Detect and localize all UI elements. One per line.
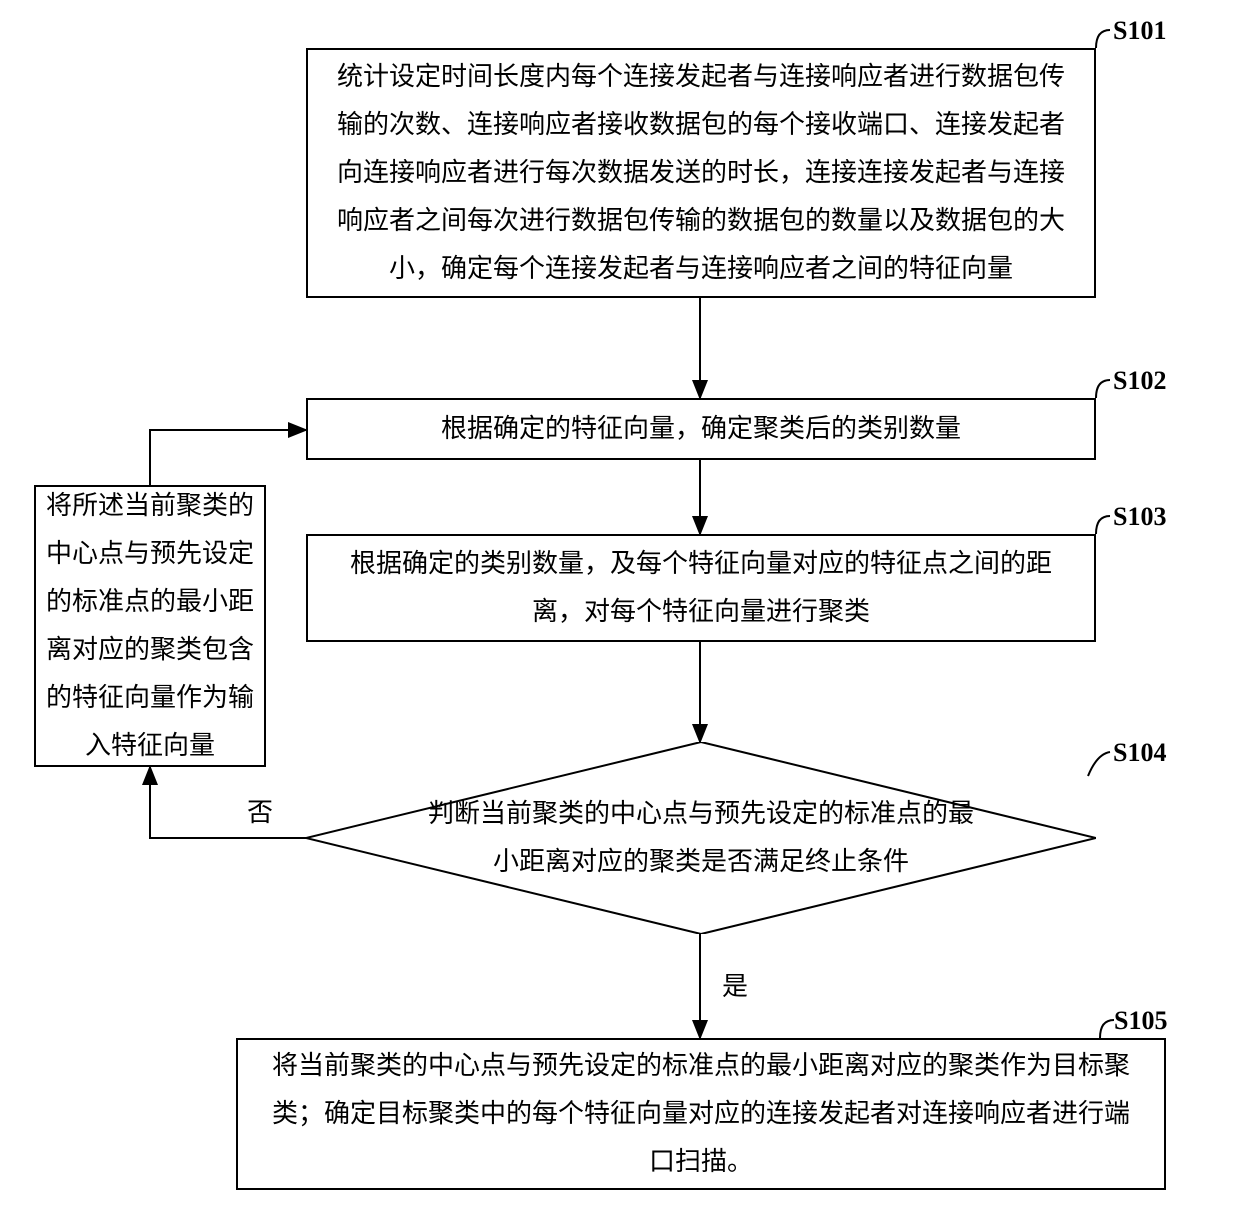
node-loop-text: 将所述当前聚类的中心点与预先设定的标准点的最小距离对应的聚类包含的特征向量作为输… [44, 482, 256, 771]
step-label-s102: S102 [1113, 366, 1166, 396]
edge-label-yes: 是 [722, 966, 748, 1003]
step-label-s105: S105 [1114, 1006, 1167, 1036]
label-connector-s102 [1096, 380, 1110, 398]
node-s102: 根据确定的特征向量，确定聚类后的类别数量 [306, 398, 1096, 460]
label-connector-s103 [1096, 516, 1110, 534]
node-s105-text: 将当前聚类的中心点与预先设定的标准点的最小距离对应的聚类作为目标聚类；确定目标聚… [262, 1042, 1140, 1186]
node-s101: 统计设定时间长度内每个连接发起者与连接响应者进行数据包传输的次数、连接响应者接收… [306, 48, 1096, 298]
edge-label-no: 否 [247, 792, 273, 829]
node-s103: 根据确定的类别数量，及每个特征向量对应的特征点之间的距离，对每个特征向量进行聚类 [306, 534, 1096, 642]
label-connector-s105 [1100, 1020, 1114, 1038]
node-s101-text: 统计设定时间长度内每个连接发起者与连接响应者进行数据包传输的次数、连接响应者接收… [332, 53, 1070, 293]
node-s104: 判断当前聚类的中心点与预先设定的标准点的最小距离对应的聚类是否满足终止条件 [306, 742, 1096, 934]
node-s103-text: 根据确定的类别数量，及每个特征向量对应的特征点之间的距离，对每个特征向量进行聚类 [332, 540, 1070, 636]
edge-s104-loop [150, 767, 306, 838]
node-loop: 将所述当前聚类的中心点与预先设定的标准点的最小距离对应的聚类包含的特征向量作为输… [34, 485, 266, 767]
label-connector-s101 [1096, 30, 1110, 48]
node-s102-text: 根据确定的特征向量，确定聚类后的类别数量 [441, 405, 961, 453]
node-s104-text: 判断当前聚类的中心点与预先设定的标准点的最小距离对应的聚类是否满足终止条件 [417, 790, 986, 886]
node-s105: 将当前聚类的中心点与预先设定的标准点的最小距离对应的聚类作为目标聚类；确定目标聚… [236, 1038, 1166, 1190]
step-label-s101: S101 [1113, 16, 1166, 46]
flowchart-canvas: 统计设定时间长度内每个连接发起者与连接响应者进行数据包传输的次数、连接响应者接收… [0, 0, 1240, 1219]
step-label-s104: S104 [1113, 738, 1166, 768]
edge-loop-s102 [150, 430, 306, 485]
step-label-s103: S103 [1113, 502, 1166, 532]
